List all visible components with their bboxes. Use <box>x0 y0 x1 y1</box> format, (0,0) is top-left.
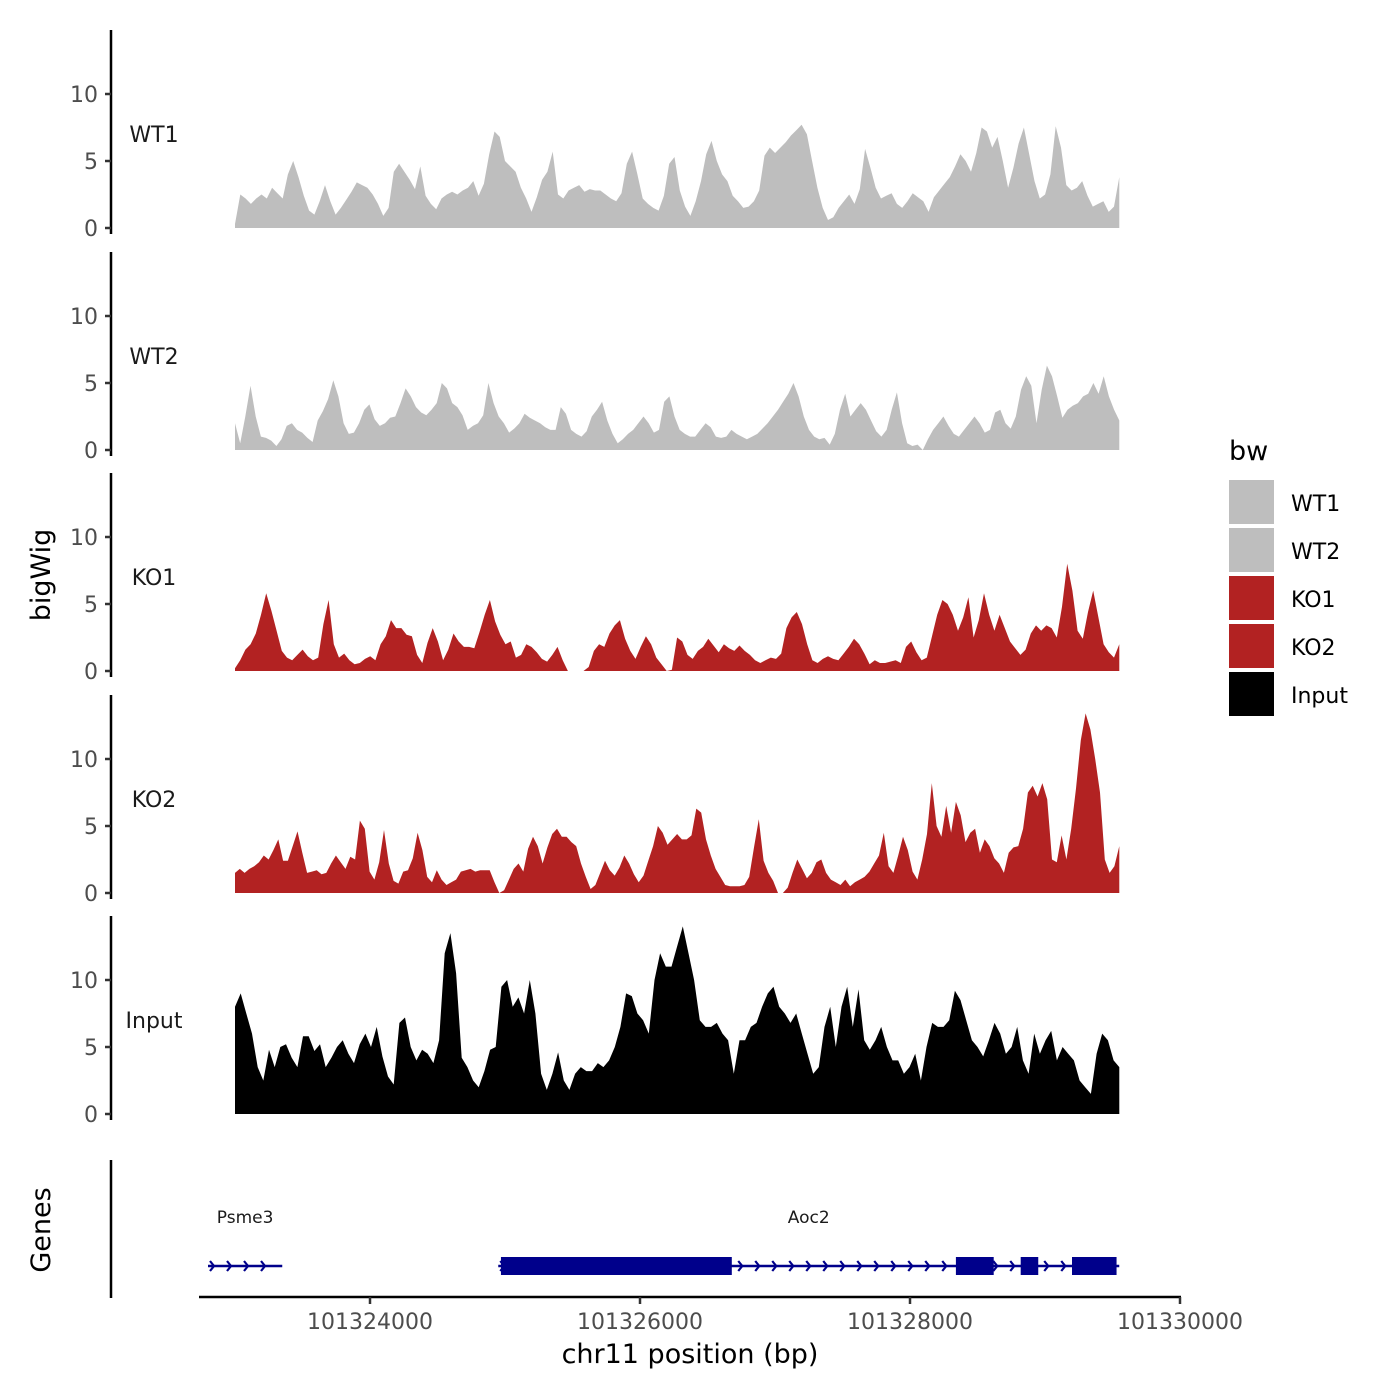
legend-label: Input <box>1291 684 1348 709</box>
track-label: KO1 <box>132 566 177 591</box>
y-tick-label: 0 <box>84 1103 98 1128</box>
strand-arrow <box>1043 1260 1050 1272</box>
exon <box>1072 1257 1117 1275</box>
legend-item-ko1: KO1 <box>1229 576 1336 620</box>
exon <box>955 1257 994 1275</box>
strand-arrow <box>924 1260 931 1272</box>
legend-swatch <box>1229 480 1274 524</box>
y-tick-label: 0 <box>84 882 98 907</box>
y-tick-label: 10 <box>70 748 98 773</box>
legend-label: WT1 <box>1291 492 1340 517</box>
x-tick-label: 101324000 <box>307 1310 433 1335</box>
x-tick-label: 101328000 <box>847 1310 973 1335</box>
signal-area-input <box>235 926 1120 1114</box>
exon <box>1020 1257 1039 1275</box>
track-panel-ko1: 0 5 10 KO1 <box>70 473 1120 685</box>
y-tick-label: 5 <box>84 372 98 397</box>
strand-arrow <box>754 1260 761 1272</box>
exon <box>500 1257 732 1275</box>
legend-item-ko2: KO2 <box>1229 624 1336 668</box>
strand-arrow <box>1009 1260 1016 1272</box>
y-tick-label: 5 <box>84 1036 98 1061</box>
legend-title: bw <box>1229 436 1268 467</box>
x-axis-title: chr11 position (bp) <box>562 1339 819 1370</box>
track-panel-ko2: 0 5 10 KO2 <box>70 695 1120 907</box>
y-tick-label: 10 <box>70 83 98 108</box>
strand-arrow <box>992 1260 999 1272</box>
genes-panel-title: Genes <box>26 1187 57 1272</box>
legend: bw WT1 WT2 KO1 KO2 Input <box>1229 436 1348 716</box>
strand-arrow <box>737 1260 744 1272</box>
x-tick-label: 101326000 <box>577 1310 703 1335</box>
signal-area-ko2 <box>235 713 1120 893</box>
legend-swatch <box>1229 528 1274 572</box>
signal-area-wt1 <box>235 124 1120 228</box>
gene-label: Aoc2 <box>788 1208 830 1228</box>
legend-swatch <box>1229 672 1274 716</box>
strand-arrow <box>805 1260 812 1272</box>
strand-arrow <box>890 1260 897 1272</box>
strand-arrow <box>226 1260 233 1272</box>
track-panel-input: 0 5 10 Input <box>70 916 1120 1128</box>
y-tick-label: 10 <box>70 526 98 551</box>
signal-tracks: 0 5 10 WT1 0 5 10 WT2 0 5 10 KO1 0 5 10 KO2 0 5 10 Input <box>70 30 1120 1128</box>
track-label: KO2 <box>132 788 177 813</box>
track-panel-wt2: 0 5 10 WT2 <box>70 252 1120 464</box>
legend-swatch <box>1229 576 1274 620</box>
strand-arrow <box>1060 1260 1067 1272</box>
strand-arrow <box>822 1260 829 1272</box>
gene-annotation-panel: Psme3 Aoc2 <box>109 1160 1120 1298</box>
track-label: WT1 <box>129 123 178 148</box>
x-axis: 101324000 101326000 101328000 101330000 <box>199 1295 1243 1335</box>
track-panel-wt1: 0 5 10 WT1 <box>70 30 1120 242</box>
legend-item-wt2: WT2 <box>1229 528 1340 572</box>
strand-arrow <box>873 1260 880 1272</box>
legend-label: WT2 <box>1291 540 1340 565</box>
strand-arrow <box>941 1260 948 1272</box>
y-tick-label: 5 <box>84 815 98 840</box>
y-axis-title: bigWig <box>26 529 57 622</box>
legend-swatch <box>1229 624 1274 668</box>
y-tick-label: 10 <box>70 969 98 994</box>
strand-arrow <box>243 1260 250 1272</box>
y-tick-label: 5 <box>84 150 98 175</box>
x-tick-label: 101330000 <box>1117 1310 1243 1335</box>
gene-psme3: Psme3 <box>208 1208 283 1272</box>
legend-item-input: Input <box>1229 672 1348 716</box>
track-label: Input <box>126 1009 183 1034</box>
strand-arrow <box>209 1260 216 1272</box>
legend-item-wt1: WT1 <box>1229 480 1340 524</box>
y-tick-label: 0 <box>84 439 98 464</box>
legend-label: KO1 <box>1291 588 1336 613</box>
y-tick-label: 5 <box>84 593 98 618</box>
strand-arrow <box>907 1260 914 1272</box>
strand-arrow <box>260 1260 267 1272</box>
gene-label: Psme3 <box>217 1208 274 1228</box>
gene-aoc2: Aoc2 <box>498 1208 1120 1275</box>
y-tick-label: 0 <box>84 217 98 242</box>
strand-arrow <box>788 1260 795 1272</box>
legend-label: KO2 <box>1291 636 1336 661</box>
signal-area-wt2 <box>235 365 1120 450</box>
strand-arrow <box>856 1260 863 1272</box>
strand-arrow <box>839 1260 846 1272</box>
signal-area-ko1 <box>235 563 1120 671</box>
y-tick-label: 10 <box>70 305 98 330</box>
y-tick-label: 0 <box>84 660 98 685</box>
strand-arrow <box>771 1260 778 1272</box>
track-label: WT2 <box>129 345 178 370</box>
